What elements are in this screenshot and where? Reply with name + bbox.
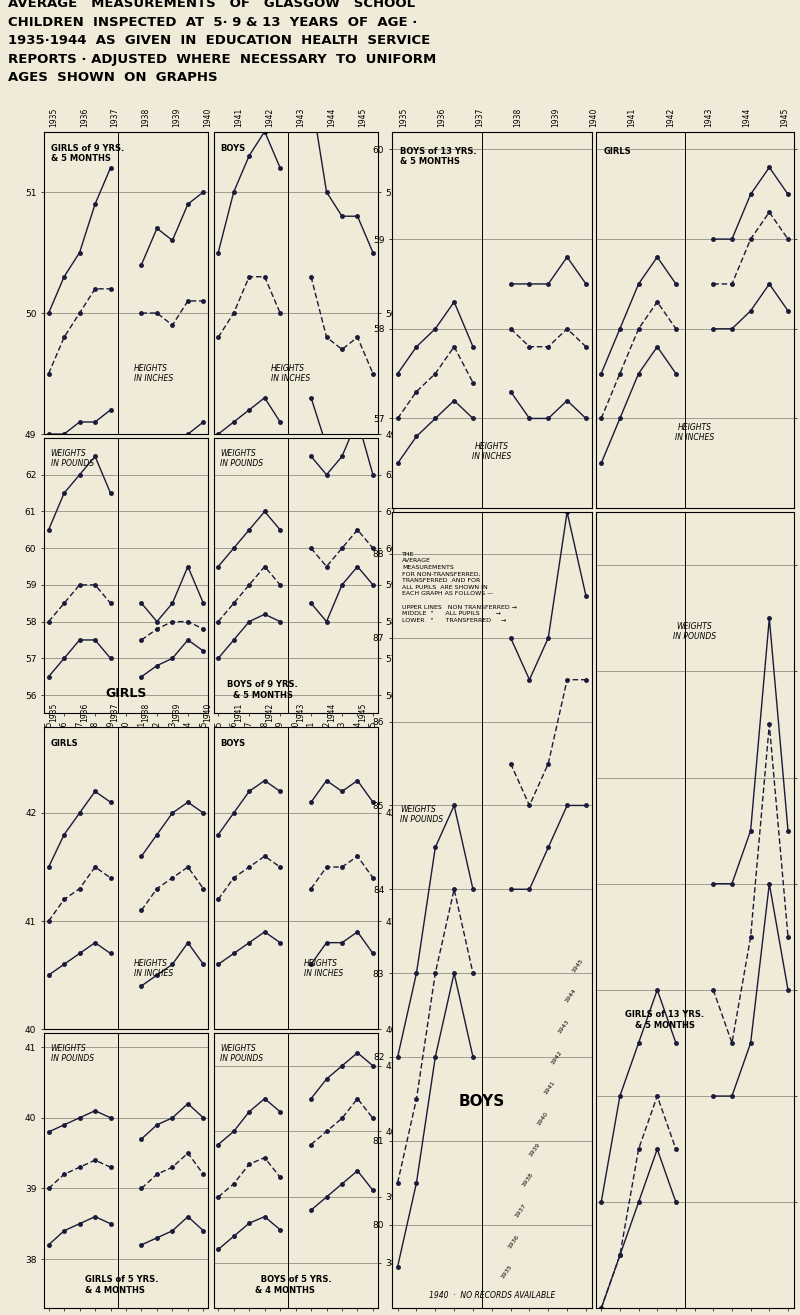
Text: BOYS of 5 YRS.
& 4 MONTHS: BOYS of 5 YRS. & 4 MONTHS xyxy=(254,1276,331,1295)
Text: GIRLS: GIRLS xyxy=(106,686,146,700)
Text: AVERAGE   MEASUREMENTS   OF   GLASGOW   SCHOOL
CHILDREN  INSPECTED  AT  5· 9 & 1: AVERAGE MEASUREMENTS OF GLASGOW SCHOOL C… xyxy=(8,0,436,84)
Text: 1941: 1941 xyxy=(628,108,637,128)
Text: 1938: 1938 xyxy=(522,1172,534,1187)
Text: HEIGHTS
IN INCHES: HEIGHTS IN INCHES xyxy=(271,364,310,383)
Text: 1945: 1945 xyxy=(571,957,585,973)
Text: 1938: 1938 xyxy=(142,702,150,722)
Text: WEIGHTS
IN POUNDS: WEIGHTS IN POUNDS xyxy=(50,1044,94,1064)
Text: 1945: 1945 xyxy=(358,702,367,722)
Text: 1941: 1941 xyxy=(234,108,243,128)
Text: BOYS of 9 YRS.
& 5 MONTHS: BOYS of 9 YRS. & 5 MONTHS xyxy=(227,680,298,700)
Text: GIRLS: GIRLS xyxy=(603,146,631,155)
Text: GIRLS of 9 YRS.
& 5 MONTHS: GIRLS of 9 YRS. & 5 MONTHS xyxy=(50,143,124,163)
Text: BOYS of 13 YRS.
& 5 MONTHS: BOYS of 13 YRS. & 5 MONTHS xyxy=(400,146,477,166)
Text: HEIGHTS
IN INCHES: HEIGHTS IN INCHES xyxy=(134,364,174,383)
Text: WEIGHTS
IN POUNDS: WEIGHTS IN POUNDS xyxy=(400,805,443,825)
Text: BOYS: BOYS xyxy=(220,739,246,748)
Text: WEIGHTS
IN POUNDS: WEIGHTS IN POUNDS xyxy=(50,448,94,468)
Text: 1935: 1935 xyxy=(399,108,408,128)
Text: WEIGHTS
IN POUNDS: WEIGHTS IN POUNDS xyxy=(673,622,716,642)
Text: HEIGHTS
IN INCHES: HEIGHTS IN INCHES xyxy=(304,959,343,978)
Text: 1937: 1937 xyxy=(110,108,120,128)
Text: 1945: 1945 xyxy=(780,108,789,128)
Text: 1943: 1943 xyxy=(557,1019,570,1035)
Text: GIRLS of 5 YRS.
& 4 MONTHS: GIRLS of 5 YRS. & 4 MONTHS xyxy=(85,1276,158,1295)
Text: BOYS: BOYS xyxy=(220,143,246,153)
Text: 1937: 1937 xyxy=(110,702,120,722)
Text: 1944: 1944 xyxy=(327,108,336,128)
Text: 1935: 1935 xyxy=(49,108,58,128)
Text: 1938: 1938 xyxy=(142,108,150,128)
Text: 1938: 1938 xyxy=(514,108,522,128)
Text: WEIGHTS
IN POUNDS: WEIGHTS IN POUNDS xyxy=(220,448,263,468)
Text: 1939: 1939 xyxy=(173,108,182,128)
Text: 1944: 1944 xyxy=(327,702,336,722)
Text: 1943: 1943 xyxy=(296,108,306,128)
Text: 1942: 1942 xyxy=(666,108,674,128)
Text: 1936: 1936 xyxy=(507,1233,520,1249)
Text: HEIGHTS
IN INCHES: HEIGHTS IN INCHES xyxy=(472,442,511,462)
Text: BOYS: BOYS xyxy=(458,1094,505,1110)
Text: 1939: 1939 xyxy=(551,108,560,128)
Text: 1940: 1940 xyxy=(590,108,598,128)
Text: 1939: 1939 xyxy=(173,702,182,722)
Text: 1945: 1945 xyxy=(358,108,367,128)
Text: 1937: 1937 xyxy=(475,108,484,128)
Text: 1941: 1941 xyxy=(543,1080,556,1095)
Text: 1940  ·  NO RECORDS AVAILABLE: 1940 · NO RECORDS AVAILABLE xyxy=(429,1291,555,1301)
Text: 1935: 1935 xyxy=(49,702,58,722)
Text: 1941: 1941 xyxy=(234,702,243,722)
Text: 1942: 1942 xyxy=(266,108,274,128)
Text: HEIGHTS
IN INCHES: HEIGHTS IN INCHES xyxy=(675,423,714,442)
Text: 1944: 1944 xyxy=(564,988,578,1005)
Text: THE
AVERAGE
MEASUREMENTS
FOR NON-TRANSFERRED,
TRANSFERRED  AND FOR
ALL PUPILS  A: THE AVERAGE MEASUREMENTS FOR NON-TRANSFE… xyxy=(402,552,517,623)
Text: 1940: 1940 xyxy=(203,702,213,722)
Text: 1936: 1936 xyxy=(437,108,446,128)
Text: 1940: 1940 xyxy=(536,1111,549,1127)
Text: HEIGHTS
IN INCHES: HEIGHTS IN INCHES xyxy=(134,959,174,978)
Text: 1937: 1937 xyxy=(514,1203,527,1219)
Text: GIRLS: GIRLS xyxy=(50,739,78,748)
Text: 1943: 1943 xyxy=(704,108,713,128)
Text: WEIGHTS
IN POUNDS: WEIGHTS IN POUNDS xyxy=(220,1044,263,1064)
Text: GIRLS of 13 YRS.
& 5 MONTHS: GIRLS of 13 YRS. & 5 MONTHS xyxy=(626,1010,705,1030)
Text: 1940: 1940 xyxy=(203,108,213,128)
Text: 1936: 1936 xyxy=(80,702,89,722)
Text: 1943: 1943 xyxy=(296,702,306,722)
Text: 1942: 1942 xyxy=(266,702,274,722)
Text: 1935: 1935 xyxy=(500,1264,513,1279)
Text: 1942: 1942 xyxy=(550,1049,563,1065)
Text: 1944: 1944 xyxy=(742,108,751,128)
Text: 1939: 1939 xyxy=(529,1141,542,1157)
Text: 1936: 1936 xyxy=(80,108,89,128)
